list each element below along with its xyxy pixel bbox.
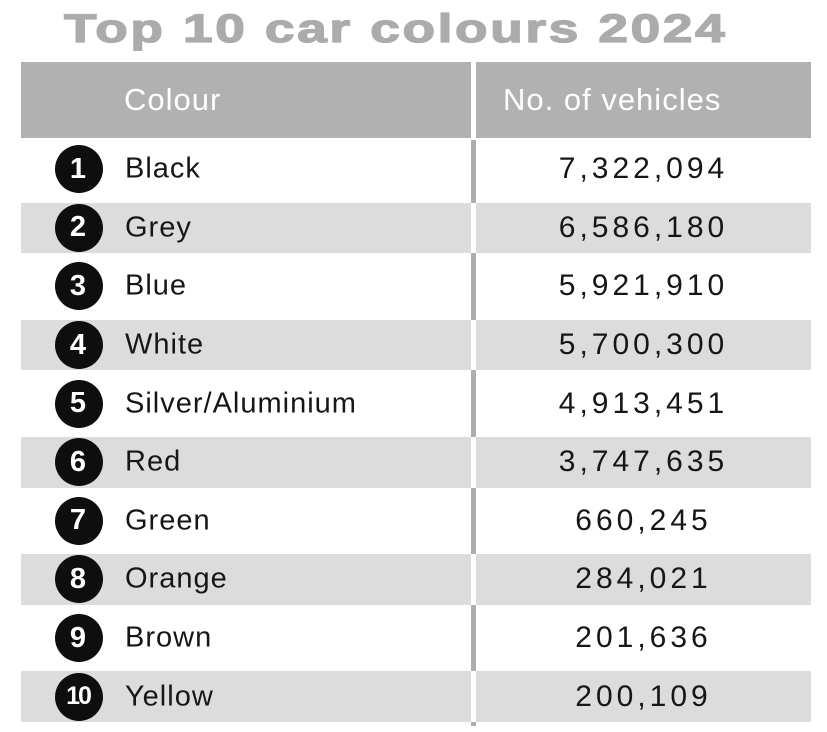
- header-column-divider: [471, 62, 476, 138]
- rank-badge: 1: [55, 145, 103, 194]
- rank-badge: 8: [55, 555, 103, 604]
- rank-number: 6: [69, 445, 87, 478]
- rank-badge: 9: [55, 614, 103, 663]
- colour-name: Red: [125, 445, 182, 478]
- rank-badge: 5: [55, 379, 103, 428]
- rank-number: 3: [69, 269, 87, 302]
- colour-name: Brown: [125, 621, 213, 654]
- table-row: 6 Red 3,747,635: [21, 432, 811, 492]
- row-band: [21, 436, 811, 488]
- vehicle-count: 200,109: [575, 679, 712, 713]
- row-band: [21, 671, 811, 722]
- table-row: 9 Brown 201,636: [21, 608, 811, 668]
- table-row: 3 Blue 5,921,910: [21, 257, 811, 316]
- rank-number: 8: [69, 562, 87, 595]
- rank-number: 10: [66, 682, 92, 711]
- row-band: [21, 319, 811, 371]
- column-divider-band-segment: [471, 436, 476, 488]
- colour-name: Green: [125, 504, 211, 537]
- rank-number: 4: [69, 328, 87, 361]
- rank-badge: 2: [55, 203, 103, 252]
- colour-name: Blue: [125, 269, 188, 302]
- rank-badge: 10: [55, 672, 103, 721]
- rank-number: 5: [69, 387, 87, 420]
- rank-number: 1: [69, 152, 87, 185]
- vehicle-count: 3,747,635: [558, 445, 729, 479]
- table-row: 5 Silver/Aluminium 4,913,451: [21, 374, 811, 433]
- table-row: 1 Black 7,322,094: [21, 140, 811, 199]
- column-divider: [471, 608, 476, 668]
- vehicle-count: 6,586,180: [558, 210, 729, 244]
- vehicle-count: 284,021: [575, 562, 712, 596]
- table-row: 4 White 5,700,300: [21, 315, 811, 375]
- column-divider: [471, 140, 476, 199]
- rank-badge: 4: [55, 321, 103, 370]
- table-rows: 1 Black 7,322,094 2 Grey 6,586,180 3 Blu…: [21, 140, 811, 726]
- column-divider-band-segment: [471, 319, 476, 371]
- row-band: [21, 202, 811, 254]
- column-divider-band-segment: [471, 202, 476, 254]
- vehicle-count: 7,322,094: [558, 152, 729, 186]
- rank-badge: 3: [55, 262, 103, 311]
- table-row: 2 Grey 6,586,180: [21, 198, 811, 258]
- table-row: 7 Green 660,245: [21, 491, 811, 551]
- rank-number: 7: [69, 504, 87, 537]
- vehicle-count: 4,913,451: [558, 386, 729, 420]
- colour-name: Grey: [125, 211, 192, 244]
- rank-badge: 7: [55, 496, 103, 545]
- colour-name: Black: [125, 152, 201, 185]
- vehicle-count: 660,245: [575, 503, 712, 537]
- column-divider-band-segment: [471, 554, 476, 605]
- page-title: Top 10 car colours 2024: [63, 7, 728, 51]
- vehicle-count: 5,700,300: [558, 328, 729, 362]
- header-cell-colour: Colour: [124, 82, 222, 117]
- colour-name: Orange: [125, 562, 228, 595]
- column-divider: [471, 374, 476, 433]
- colour-name: Silver/Aluminium: [125, 387, 357, 420]
- column-divider-band-segment: [471, 671, 476, 722]
- rank-number: 9: [69, 621, 87, 654]
- colour-name: Yellow: [125, 680, 214, 713]
- table-row: 8 Orange 284,021: [21, 550, 811, 609]
- rank-number: 2: [69, 211, 87, 244]
- data-table: Colour No. of vehicles 1 Black 7,322,094…: [21, 62, 811, 726]
- colour-name: White: [125, 328, 205, 361]
- rank-badge: 6: [55, 438, 103, 487]
- header-cell-vehicles: No. of vehicles: [503, 82, 722, 117]
- vehicle-count: 201,636: [575, 621, 712, 655]
- table-row: 10 Yellow 200,109: [21, 667, 811, 726]
- column-divider: [471, 491, 476, 551]
- row-band: [21, 554, 811, 605]
- vehicle-count: 5,921,910: [558, 269, 729, 303]
- header-row: Colour No. of vehicles: [21, 62, 811, 138]
- column-divider: [471, 257, 476, 316]
